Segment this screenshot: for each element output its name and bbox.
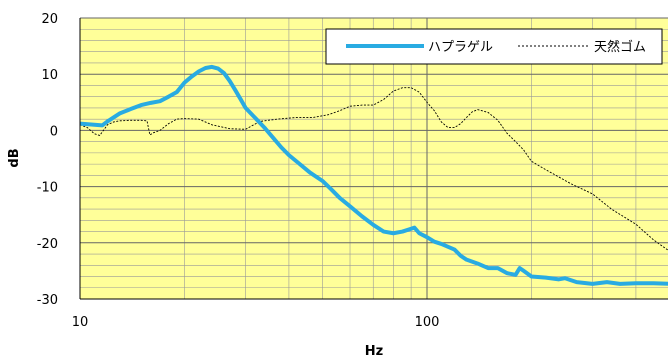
- legend: ハプラゲル 天然ゴム: [325, 28, 663, 65]
- minor-x-gridlines: [184, 18, 637, 299]
- legend-label-natural-rubber: 天然ゴム: [594, 39, 646, 55]
- x-tick-label: 10: [72, 315, 89, 330]
- y-tick-label: 10: [41, 68, 58, 83]
- y-tick-label: -10: [37, 181, 58, 196]
- x-tick-label: 100: [415, 315, 440, 330]
- series-layer: [80, 64, 668, 286]
- y-axis-label: dB: [7, 148, 22, 167]
- series-line-haprigel: [80, 64, 668, 286]
- legend-label-haprigel: ハプラゲル: [428, 40, 493, 55]
- y-tick-labels: 20 10 0 -10 -20 -30: [37, 12, 58, 308]
- y-tick-label: -30: [37, 293, 58, 308]
- plot-background: [80, 18, 668, 299]
- x-tick-labels: 10 100: [72, 315, 440, 330]
- y-tick-label: 20: [41, 12, 58, 27]
- y-tick-label: -20: [37, 237, 58, 252]
- x-axis-label: Hz: [365, 344, 383, 359]
- y-tick-label: 0: [50, 124, 58, 139]
- series-line-natural-rubber: [80, 87, 668, 251]
